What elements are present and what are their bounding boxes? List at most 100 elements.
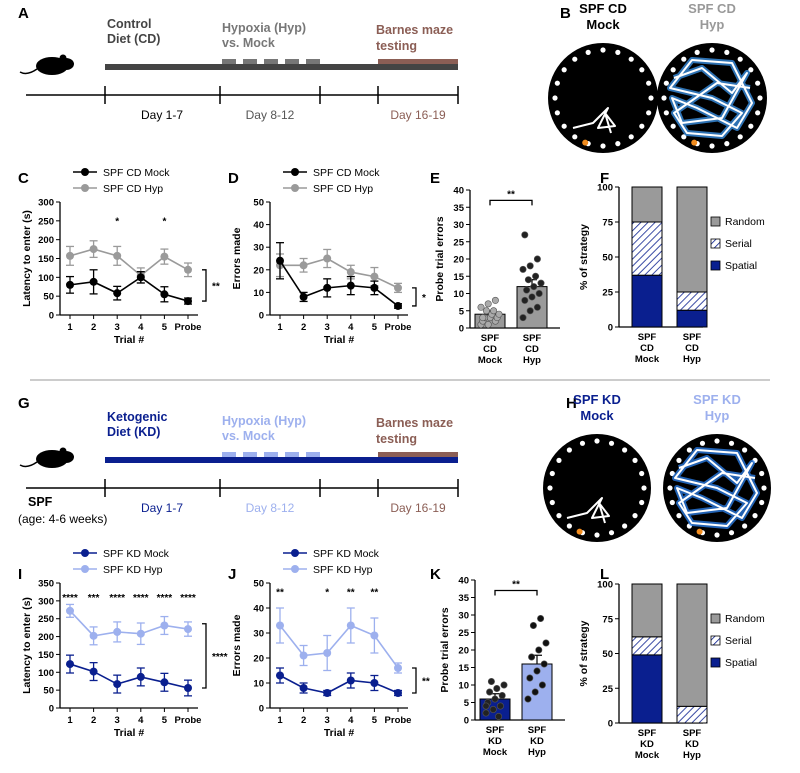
chart-e-x-tick-label: SPF CD Hyp: [523, 333, 542, 366]
maze-kd-mock-hole: [556, 513, 562, 519]
tl-kd-hypoxia-block: [243, 452, 257, 457]
chart-j-legend-marker: [291, 549, 299, 557]
chart-j-bracket: [412, 667, 417, 694]
maze-cd-hyp-hole: [681, 56, 687, 62]
chart-e-data-point: [528, 293, 536, 301]
tl-kd-diet-bar: [105, 457, 458, 463]
panel-label-g: G: [18, 395, 30, 412]
chart-d-y-tick-label: 0: [259, 311, 264, 322]
chart-k-data-point: [498, 691, 506, 699]
chart-k-significance-label: **: [512, 580, 520, 591]
chart-c-point: [89, 245, 98, 254]
chart-i-legend-marker: [81, 565, 89, 573]
panel-label-i: I: [18, 566, 22, 583]
maze-kd-mock-hole: [608, 440, 615, 446]
chart-i-trial-significance: ****: [180, 593, 196, 604]
chart-d-point: [299, 292, 308, 301]
chart-j-point: [346, 676, 355, 685]
tl-kd-diet-label: Ketogenic Diet (KD): [107, 410, 167, 439]
chart-e-y-axis-label: Probe trial errors: [434, 216, 446, 301]
chart-e-data-point: [490, 307, 498, 315]
maze-kd-mock-hole: [608, 530, 615, 536]
chart-j-trial-significance: **: [347, 588, 355, 599]
tl-cd-mouse-icon-tail: [19, 68, 38, 75]
chart-i-point: [184, 625, 192, 634]
chart-f-y-tick-label: 25: [602, 288, 613, 299]
chart-j-point: [394, 664, 402, 672]
chart-f-legend-swatch: [710, 260, 721, 271]
chart-f-segment-serial: [676, 291, 708, 311]
chart-e-data-point: [533, 303, 541, 311]
tl-cd-hypoxia-block: [243, 59, 257, 64]
panel-label-j: J: [228, 566, 236, 583]
chart-i-point: [66, 606, 74, 615]
tl-kd-barnes-bar: [378, 452, 458, 457]
chart-j-y-axis-label: Errors made: [231, 614, 243, 676]
maze-kd-hyp-hole: [669, 499, 675, 506]
chart-l-legend-swatch: [710, 635, 721, 646]
panel-label-b: B: [560, 5, 571, 22]
chart-k-data-point: [531, 688, 539, 696]
chart-k-data-point: [528, 653, 536, 661]
tl-kd-hypoxia-label: Hypoxia (Hyp) vs. Mock: [222, 414, 306, 443]
tl-kd-age-label: (age: 4-6 weeks): [18, 512, 107, 526]
chart-c-bracket-significance: **: [212, 281, 220, 292]
chart-d-x-axis-label: Trial #: [324, 334, 355, 346]
chart-d-point: [394, 283, 402, 292]
chart-i-point: [89, 631, 98, 640]
chart-k-data-point: [496, 702, 504, 710]
panel-label-k: K: [430, 566, 441, 583]
maze-kd-hyp-hole: [761, 485, 767, 491]
chart-e-data-point: [524, 276, 532, 284]
chart-c-x-tick-label: 5: [162, 322, 168, 333]
chart-c-point: [66, 251, 74, 260]
chart-e-data-point: [521, 296, 529, 304]
maze-cd-hyp-hole: [748, 67, 754, 73]
chart-d-x-tick-label: 1: [277, 322, 283, 333]
tl-kd-spf-label: SPF: [28, 495, 53, 509]
chart-k-data-point: [540, 660, 548, 668]
chart-i-x-tick-label: 3: [115, 715, 120, 726]
chart-c-x-tick-label: Probe: [175, 322, 202, 333]
chart-k-data-point: [526, 674, 534, 682]
chart-j-bracket-significance: **: [422, 677, 430, 688]
chart-c-y-axis-label: Latency to enter (s): [21, 210, 33, 307]
chart-j-point: [299, 684, 308, 692]
chart-i-y-axis-label: Latency to enter (s): [21, 597, 33, 694]
chart-k-y-tick-label: 25: [458, 628, 469, 639]
maze-cd-mock-hole: [600, 143, 606, 149]
maze-kd-hyp-hole: [676, 457, 682, 463]
chart-c-point: [89, 277, 98, 286]
maze-kd-hyp-hole: [714, 438, 720, 444]
chart-j-point: [323, 649, 332, 657]
chart-c-trial-significance: *: [162, 217, 166, 228]
chart-d-bracket: [412, 287, 417, 307]
maze-cd-mock-hole: [646, 110, 652, 116]
chart-f-segment-spatial: [631, 274, 663, 328]
chart-i-point: [89, 667, 98, 676]
chart-j-point: [370, 631, 379, 640]
chart-d-legend-label: SPF CD Hyp: [313, 183, 373, 195]
chart-k-data-point: [524, 695, 532, 703]
chart-d-legend-label: SPF CD Mock: [313, 167, 380, 179]
chart-j-x-tick-label: 3: [325, 715, 330, 726]
maze-cd-mock-holes: [552, 47, 654, 149]
maze-cd-mock-hole: [600, 47, 606, 53]
chart-k-y-tick-label: 20: [458, 646, 469, 657]
maze-kd-mock-hole: [579, 440, 586, 446]
maze-kd-hyp-hole: [714, 532, 720, 538]
maze-kd-mock-holes: [547, 438, 647, 538]
chart-e-y-tick-label: 20: [453, 255, 464, 266]
chart-f-y-tick-label: 75: [602, 218, 613, 229]
maze-cd-mock-hole: [628, 134, 634, 140]
chart-d-point: [299, 261, 308, 270]
chart-c-point: [113, 251, 122, 260]
chart-l-x-tick-label: SPF KD Mock: [635, 728, 660, 761]
chart-d-y-tick-label: 50: [253, 198, 264, 209]
chart-i-x-tick-label: 1: [67, 715, 73, 726]
chart-c-y-tick-label: 50: [43, 292, 54, 303]
chart-f-segment-random: [631, 186, 663, 223]
maze-kd-hyp-hole: [759, 470, 765, 477]
maze-cd-hyp-hole: [724, 49, 730, 55]
tl-kd-mouse-icon-ear: [59, 447, 67, 455]
